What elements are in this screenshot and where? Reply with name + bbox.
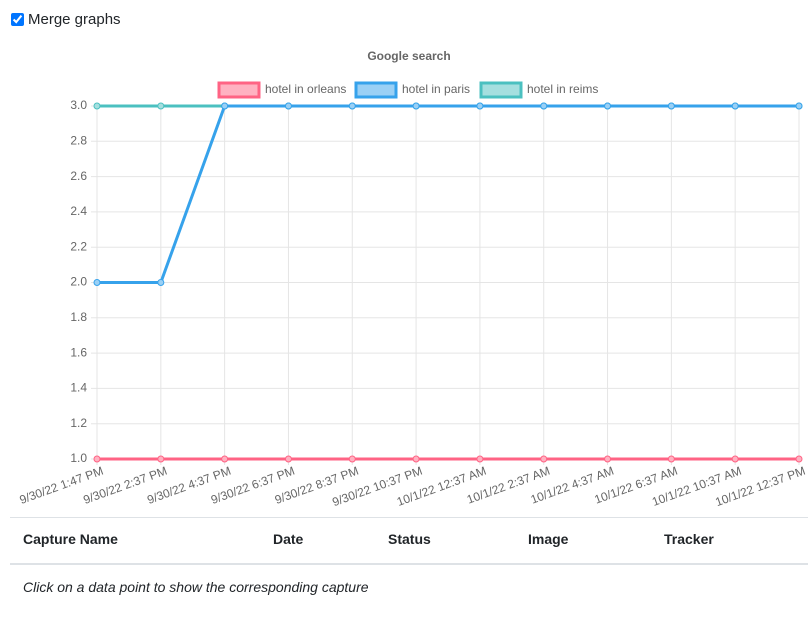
data-point[interactable] bbox=[540, 455, 548, 463]
chart: Google search 1.0 1.2 1.4 1.6 1.8 2.0 2.2 2.4 2.… bbox=[18, 49, 808, 509]
data-point[interactable] bbox=[348, 455, 356, 463]
table-header-cell: Status bbox=[388, 531, 431, 547]
y-tick-label: 1.2 bbox=[70, 416, 87, 430]
data-point[interactable] bbox=[795, 455, 803, 463]
legend-swatch[interactable] bbox=[479, 81, 523, 99]
data-point[interactable] bbox=[221, 102, 229, 110]
y-tick-label: 2.4 bbox=[70, 204, 87, 218]
merge-label: Merge graphs bbox=[28, 11, 121, 28]
data-point[interactable] bbox=[157, 455, 165, 463]
merge-checkbox[interactable] bbox=[11, 13, 24, 26]
y-tick-label: 1.6 bbox=[70, 345, 87, 359]
table-header-cell: Capture Name bbox=[23, 531, 118, 547]
merge-toggle[interactable]: Merge graphs bbox=[10, 11, 121, 28]
data-point[interactable] bbox=[221, 455, 229, 463]
legend-label[interactable]: hotel in paris bbox=[402, 82, 470, 96]
data-point[interactable] bbox=[667, 102, 675, 110]
data-point[interactable] bbox=[284, 102, 292, 110]
series-line bbox=[97, 104, 799, 284]
y-tick-label: 3.0 bbox=[70, 98, 87, 112]
data-point[interactable] bbox=[540, 102, 548, 110]
data-point[interactable] bbox=[93, 279, 101, 286]
y-tick-label: 1.8 bbox=[70, 310, 87, 324]
legend-label[interactable]: hotel in orleans bbox=[265, 82, 346, 96]
data-point[interactable] bbox=[604, 102, 612, 110]
data-point[interactable] bbox=[157, 279, 165, 286]
legend-swatch[interactable] bbox=[354, 81, 398, 99]
y-tick-label: 2.8 bbox=[70, 133, 87, 147]
y-tick-label: 2.0 bbox=[70, 275, 87, 289]
data-point[interactable] bbox=[795, 102, 803, 110]
y-tick-label: 1.4 bbox=[70, 381, 87, 395]
data-point[interactable] bbox=[604, 455, 612, 463]
data-point[interactable] bbox=[348, 102, 356, 110]
table-top-border bbox=[10, 517, 808, 518]
y-tick-label: 1.0 bbox=[70, 451, 87, 465]
chart-title: Google search bbox=[367, 49, 450, 63]
data-point[interactable] bbox=[476, 102, 484, 110]
table-hint: Click on a data point to show the corres… bbox=[23, 579, 369, 595]
legend-swatch[interactable] bbox=[217, 81, 261, 99]
legend-label[interactable]: hotel in reims bbox=[527, 82, 598, 96]
table-header-cell: Image bbox=[528, 531, 569, 547]
data-point[interactable] bbox=[731, 455, 739, 463]
y-tick-label: 2.2 bbox=[70, 239, 87, 253]
data-point[interactable] bbox=[93, 102, 101, 110]
data-point[interactable] bbox=[412, 102, 420, 110]
data-point[interactable] bbox=[667, 455, 675, 463]
table-header-cell: Tracker bbox=[664, 531, 714, 547]
data-point[interactable] bbox=[731, 102, 739, 110]
table-header-cell: Date bbox=[273, 531, 304, 547]
table-header-border bbox=[10, 563, 808, 565]
data-point[interactable] bbox=[476, 455, 484, 463]
y-tick-label: 2.6 bbox=[70, 169, 87, 183]
data-point[interactable] bbox=[93, 455, 101, 463]
data-point[interactable] bbox=[284, 455, 292, 463]
data-point[interactable] bbox=[157, 102, 165, 110]
data-point[interactable] bbox=[412, 455, 420, 463]
